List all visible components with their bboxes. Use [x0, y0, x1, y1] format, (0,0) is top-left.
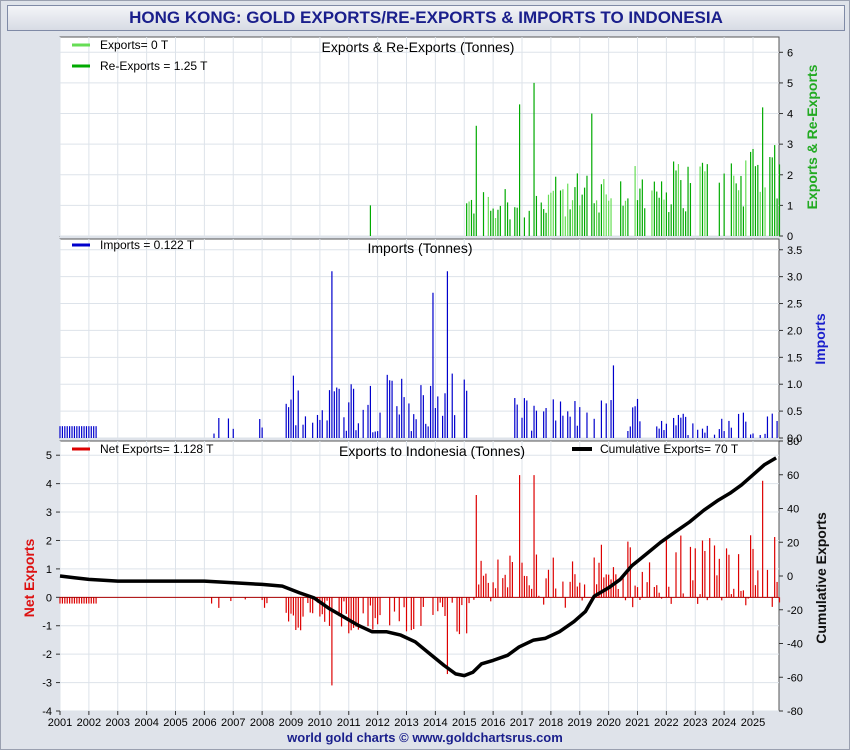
x-tick-label: 2025 — [741, 717, 765, 729]
panel-exports: 0 1 2 3 4 5 6 — [59, 36, 793, 243]
x-tick-label: 2022 — [654, 717, 678, 729]
y-tick-label-right: -60 — [787, 672, 803, 684]
cumulative-exports-line — [59, 456, 777, 678]
x-tick-label: 2015 — [452, 717, 476, 729]
y-tick-label: 4 — [787, 109, 793, 121]
y-tick-label: 1.5 — [787, 352, 802, 364]
x-tick-label: 2013 — [394, 717, 418, 729]
legend-reexports: Re-Exports = 1.25 T — [100, 59, 208, 73]
footer-credit: world gold charts © www.goldchartsrus.co… — [287, 730, 563, 745]
panel-bg — [59, 238, 780, 439]
panel-title-exports: Exports & Re-Exports (Tonnes) — [322, 39, 515, 55]
x-tick-label: 2002 — [77, 717, 101, 729]
x-tick-label: 2018 — [539, 717, 563, 729]
y-tick-label: 2 — [787, 170, 793, 182]
panel-title-imports: Imports (Tonnes) — [367, 240, 472, 256]
y-tick-label-right: 80 — [787, 436, 799, 448]
ylabel-exports: Exports & Re-Exports — [804, 64, 820, 209]
x-tick-label: 2023 — [683, 717, 707, 729]
y-tick-label-left: 1 — [46, 564, 52, 576]
x-tick-label: 2007 — [221, 717, 245, 729]
y-tick-label: 3.5 — [787, 245, 802, 257]
x-tick-label: 2024 — [712, 717, 736, 729]
y-tick-label-right: -40 — [787, 639, 803, 651]
ylabel-net-exports: Net Exports — [21, 539, 37, 618]
y-tick-label: 0 — [787, 231, 793, 243]
y-tick-label: 1 — [787, 200, 793, 212]
y-tick-label-right: -80 — [787, 706, 803, 718]
y-tick-label-right: 60 — [787, 470, 799, 482]
y-tick-label-left: -1 — [42, 621, 52, 633]
x-tick-label: 2004 — [134, 717, 158, 729]
y-tick-label-right: -20 — [787, 605, 803, 617]
panel-bg — [59, 440, 780, 712]
y-tick-label-left: 3 — [46, 507, 52, 519]
panel-imports: 0.0 0.5 1.0 1.5 2.0 2.5 3.0 3.5 — [59, 238, 802, 445]
y-tick-label-left: -2 — [42, 649, 52, 661]
x-tick-label: 2017 — [510, 717, 534, 729]
y-tick-label: 6 — [787, 47, 793, 59]
y-tick-label: 5 — [787, 78, 793, 90]
y-tick-label: 0.5 — [787, 406, 802, 418]
x-tick-label: 2001 — [48, 717, 72, 729]
y-tick-label: 3.0 — [787, 272, 802, 284]
x-tick-label: 2005 — [163, 717, 187, 729]
x-tick-label: 2011 — [337, 717, 361, 729]
y-tick-label-left: -4 — [42, 706, 52, 718]
x-tick-label: 2006 — [192, 717, 216, 729]
y-tick-label: 0.0 — [787, 433, 802, 445]
x-tick-label: 2009 — [279, 717, 303, 729]
y-tick-label: 2.5 — [787, 299, 802, 311]
y-tick-label-left: 5 — [46, 450, 52, 462]
legend-net: Net Exports= 1.128 T — [100, 442, 214, 456]
y-tick-label-left: 0 — [46, 592, 52, 604]
legend-exports: Exports= 0 T — [100, 38, 169, 52]
y-tick-label: 1.0 — [787, 379, 802, 391]
y-tick-label-left: -3 — [42, 678, 52, 690]
page-title: HONG KONG: GOLD EXPORTS/RE-EXPORTS & IMP… — [129, 8, 723, 27]
y-tick-label-right: 40 — [787, 504, 799, 516]
x-tick-label: 2010 — [308, 717, 332, 729]
y-tick-label-left: 2 — [46, 535, 52, 547]
x-tick-label: 2012 — [365, 717, 389, 729]
legend-imports: Imports = 0.122 T — [100, 238, 195, 252]
y-tick-label-left: 4 — [46, 479, 52, 491]
panel-title-net: Exports to Indonesia (Tonnes) — [339, 443, 525, 459]
x-tick-label: 2019 — [568, 717, 592, 729]
x-tick-label: 2014 — [423, 717, 447, 729]
panel-net-exports: -4 -3 -2 -1 0 1 2 3 4 5 -80 -60 -40 -20 0 20 40 60 80 2001 2… — [42, 436, 803, 729]
y-tick-label: 2.0 — [787, 325, 802, 337]
x-tick-label: 2003 — [106, 717, 130, 729]
x-tick-label: 2016 — [481, 717, 505, 729]
ylabel-cumulative: Cumulative Exports — [813, 512, 829, 644]
ylabel-imports: Imports — [812, 313, 828, 365]
x-tick-label: 2021 — [625, 717, 649, 729]
legend-cumulative: Cumulative Exports= 70 T — [600, 442, 739, 456]
x-tick-label: 2008 — [250, 717, 274, 729]
y-tick-label-right: 0 — [787, 571, 793, 583]
x-tick-label: 2020 — [596, 717, 620, 729]
y-tick-label: 3 — [787, 139, 793, 151]
y-tick-label-right: 20 — [787, 537, 799, 549]
title-bar: HONG KONG: GOLD EXPORTS/RE-EXPORTS & IMP… — [7, 5, 845, 31]
